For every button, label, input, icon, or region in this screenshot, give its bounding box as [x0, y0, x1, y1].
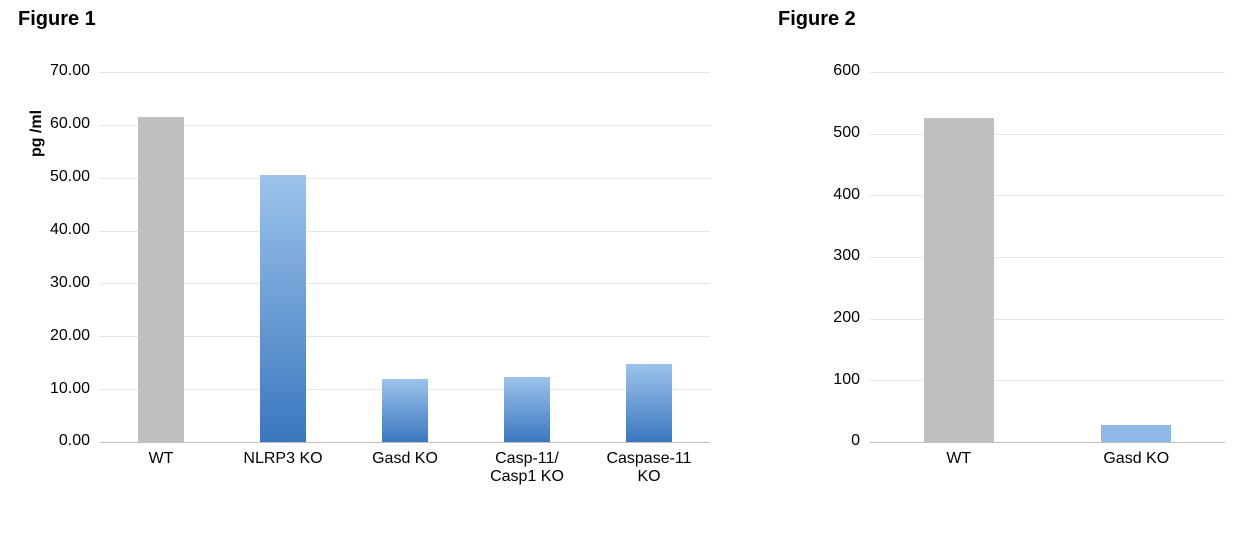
y-tick-label: 30.00 [30, 274, 90, 292]
y-tick-label: 20.00 [30, 327, 90, 345]
y-axis-title: pg /ml [28, 110, 46, 157]
x-tick-label: Casp-11/ Casp1 KO [466, 450, 588, 487]
x-tick-label: Gasd KO [344, 450, 466, 468]
y-tick-label: 40.00 [30, 221, 90, 239]
y-tick-label: 10.00 [30, 380, 90, 398]
figure2-title: Figure 2 [778, 8, 856, 31]
y-tick-label: 100 [800, 371, 860, 389]
bar [1101, 425, 1171, 442]
baseline [100, 442, 710, 443]
y-tick-label: 70.00 [30, 62, 90, 80]
bar [260, 175, 306, 442]
gridline [100, 231, 710, 232]
gridline [870, 72, 1225, 73]
x-tick-label: WT [100, 450, 222, 468]
gridline [100, 283, 710, 284]
x-tick-label: Caspase-11 KO [588, 450, 710, 487]
y-tick-label: 600 [800, 62, 860, 80]
plot-area [870, 72, 1225, 442]
y-tick-label: 200 [800, 309, 860, 327]
baseline [870, 442, 1225, 443]
y-tick-label: 0 [800, 432, 860, 450]
y-tick-label: 400 [800, 186, 860, 204]
gridline [100, 72, 710, 73]
bar [382, 379, 428, 442]
plot-area [100, 72, 710, 442]
figure1-title: Figure 1 [18, 8, 96, 31]
y-tick-label: 500 [800, 124, 860, 142]
x-tick-label: WT [870, 450, 1048, 468]
x-tick-label: Gasd KO [1048, 450, 1226, 468]
x-tick-label: NLRP3 KO [222, 450, 344, 468]
page: Figure 1 Figure 2 0.00 10.00 20.00 30.00 40.… [0, 0, 1254, 536]
gridline [100, 178, 710, 179]
gridline [100, 125, 710, 126]
bar [138, 117, 184, 442]
bar [626, 364, 672, 442]
bar [924, 118, 994, 442]
y-tick-label: 50.00 [30, 168, 90, 186]
y-tick-label: 0.00 [30, 432, 90, 450]
bar [504, 377, 550, 442]
y-tick-label: 300 [800, 247, 860, 265]
gridline [100, 336, 710, 337]
